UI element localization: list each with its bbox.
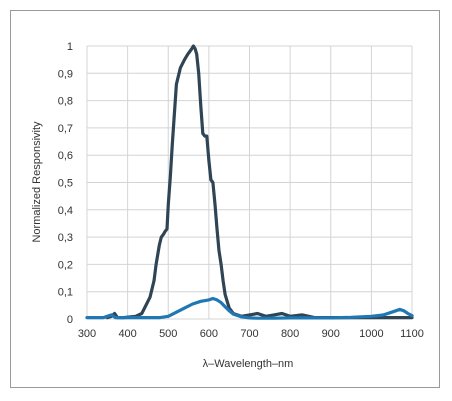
x-axis-title: λ–Wavelength–nm [203,358,294,370]
x-tick-labels: 300 400 500 600 700 800 900 1000 1100 [78,328,424,340]
y-axis-title: Normalized Responsivity [31,121,43,243]
x-tick-label: 1100 [400,328,424,340]
y-tick-label: 0,8 [58,96,73,108]
series-lines [85,44,414,320]
y-tick-label: 0,6 [58,150,73,162]
y-tick-label: 0,4 [58,205,73,217]
y-tick-label: 0,2 [58,259,73,271]
responsivity-line-light [85,296,414,320]
y-tick-labels: 0 0,1 0,2 0,3 0,4 0,5 0,6 0,7 0,8 0,9 1 [58,41,73,326]
x-tick-label: 600 [200,328,218,340]
x-tick-label: 900 [322,328,340,340]
y-tick-label: 0,7 [58,123,73,135]
x-tick-label: 400 [118,328,136,340]
y-tick-label: 0,5 [58,178,73,190]
y-tick-label: 1 [67,41,73,53]
x-tick-label: 500 [159,328,177,340]
y-tick-label: 0,1 [58,287,73,299]
responsivity-line-dark [105,44,414,320]
x-tick-label: 300 [78,328,96,340]
y-tick-label: 0,9 [58,68,73,80]
x-tick-label: 1000 [359,328,383,340]
x-tick-label: 800 [281,328,299,340]
y-tick-label: 0 [67,314,73,326]
y-tick-label: 0,3 [58,232,73,244]
x-tick-label: 700 [240,328,258,340]
grid [86,45,413,320]
